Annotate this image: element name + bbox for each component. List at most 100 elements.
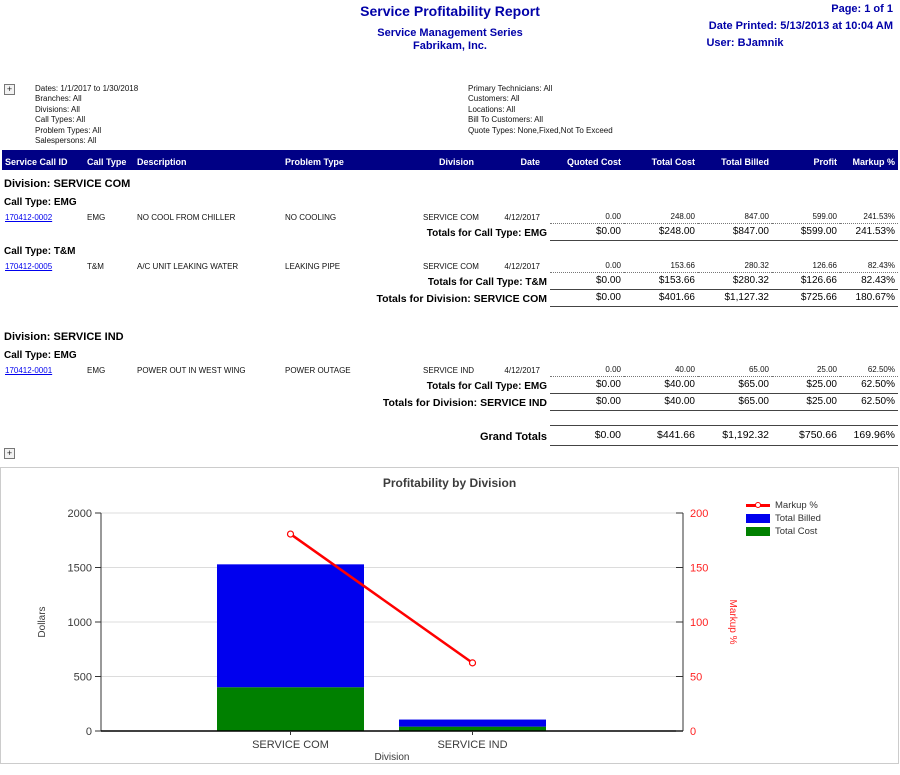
legend-marker xyxy=(746,514,770,523)
totals-label: Totals for Call Type: EMG xyxy=(426,380,547,392)
grand-totals-profit: $750.66 xyxy=(772,425,840,446)
legend-item-markup-: Markup % xyxy=(746,499,821,512)
legend-item-total-billed: Total Billed xyxy=(746,512,821,525)
filter-divisions: Divisions: All xyxy=(35,104,80,114)
filter-call-types: Call Types: All xyxy=(35,115,86,125)
filter-criteria-right: Primary Technicians: All Customers: All … xyxy=(468,84,613,136)
cell-profit: 25.00 xyxy=(772,363,840,377)
calltype-title: Call Type: EMG xyxy=(4,197,77,208)
grand-totals-row: Grand Totals $0.00 $441.66 $1,192.32 $75… xyxy=(2,425,898,446)
service-call-link[interactable]: 170412-0001 xyxy=(5,365,53,375)
cell-call-type: T&M xyxy=(87,261,104,271)
bar-total-cost-service-ind xyxy=(399,726,546,731)
cell-division: SERVICE COM xyxy=(423,212,479,222)
cell-problem-type: POWER OUTAGE xyxy=(285,365,351,375)
grand-totals-total-cost: $441.66 xyxy=(624,425,698,446)
cell-call-type: EMG xyxy=(87,365,106,375)
totals-markup: 82.43% xyxy=(840,272,898,290)
cell-total-billed: 280.32 xyxy=(698,259,772,273)
series-name: Service Management Series xyxy=(377,27,523,39)
totals-total-cost: $40.00 xyxy=(624,376,698,394)
chart-canvas: 0 500 1000 1500 2000 0 50 100 150 200 SERVICE COM S… xyxy=(37,508,738,761)
col-profit: Profit xyxy=(772,150,840,170)
grand-totals-markup: 169.96% xyxy=(840,425,898,446)
legend-marker xyxy=(746,527,770,536)
cell-markup: 62.50% xyxy=(840,363,898,377)
totals-total-billed: $280.32 xyxy=(698,272,772,290)
filter-quote-types: Quote Types: None,Fixed,Not To Exceed xyxy=(468,125,613,135)
expand-chart-icon[interactable]: + xyxy=(4,448,15,459)
spacer-row xyxy=(2,307,898,324)
cell-markup: 82.43% xyxy=(840,259,898,273)
division-title: Division: SERVICE COM xyxy=(4,178,131,190)
division-totals-row: Totals for Division: SERVICE IND $0.00 $… xyxy=(2,393,898,411)
cell-date: 4/12/2017 xyxy=(504,365,540,375)
y-axis-title: Dollars xyxy=(37,606,48,637)
cell-quoted-cost: 0.00 xyxy=(550,210,624,224)
user-name: User: BJamnik xyxy=(706,37,784,49)
filter-customers: Customers: All xyxy=(468,94,520,104)
chart-title: Profitability by Division xyxy=(382,476,517,490)
x-category-label: SERVICE COM xyxy=(252,739,329,751)
division-totals-total-billed: $65.00 xyxy=(698,393,772,411)
y2-tick-label: 150 xyxy=(690,563,708,575)
totals-total-billed: $847.00 xyxy=(698,223,772,241)
division-header: Division: SERVICE IND xyxy=(2,323,898,345)
division-header: Division: SERVICE COM xyxy=(2,170,898,192)
totals-markup: 62.50% xyxy=(840,376,898,394)
report-title: Service Profitability Report xyxy=(360,3,540,19)
cell-description: NO COOL FROM CHILLER xyxy=(137,212,236,222)
legend-marker xyxy=(746,501,770,510)
y2-tick-label: 200 xyxy=(690,508,708,520)
cell-problem-type: NO COOLING xyxy=(285,212,337,222)
division-totals-profit: $725.66 xyxy=(772,289,840,307)
col-description: Description xyxy=(134,150,282,170)
legend-label: Total Billed xyxy=(775,513,821,524)
y2-tick-label: 50 xyxy=(690,672,702,684)
calltype-totals-row: Totals for Call Type: T&M $0.00 $153.66 … xyxy=(2,272,898,290)
service-call-link[interactable]: 170412-0002 xyxy=(5,212,53,222)
col-problem-type: Problem Type xyxy=(282,150,420,170)
legend-label: Total Cost xyxy=(775,526,818,537)
cell-problem-type: LEAKING PIPE xyxy=(285,261,341,271)
totals-label: Totals for Call Type: EMG xyxy=(426,227,547,239)
cell-quoted-cost: 0.00 xyxy=(550,259,624,273)
division-totals-markup: 62.50% xyxy=(840,393,898,411)
division-title: Division: SERVICE IND xyxy=(4,331,124,343)
y2-tick-label: 100 xyxy=(690,617,708,629)
division-totals-markup: 180.67% xyxy=(840,289,898,307)
filter-bill-to-customers: Bill To Customers: All xyxy=(468,115,543,125)
totals-quoted-cost: $0.00 xyxy=(550,223,624,241)
col-call-type: Call Type xyxy=(84,150,134,170)
col-service-call-id: Service Call ID xyxy=(2,150,84,170)
col-division: Division xyxy=(420,150,494,170)
table-header-row: Service Call ID Call Type Description Pr… xyxy=(2,150,898,170)
division-totals-profit: $25.00 xyxy=(772,393,840,411)
filter-branches: Branches: All xyxy=(35,94,82,104)
y-tick-label: 1000 xyxy=(68,617,92,629)
grand-totals-total-billed: $1,192.32 xyxy=(698,425,772,446)
x-category-label: SERVICE IND xyxy=(437,739,507,751)
totals-total-billed: $65.00 xyxy=(698,376,772,394)
totals-label: Totals for Call Type: T&M xyxy=(427,276,547,288)
profitability-chart: Profitability by Division 0 500 1000 1500 20… xyxy=(0,467,899,764)
expand-criteria-icon[interactable]: + xyxy=(4,84,15,95)
totals-markup: 241.53% xyxy=(840,223,898,241)
filter-primary-technicians: Primary Technicians: All xyxy=(468,84,553,93)
totals-quoted-cost: $0.00 xyxy=(550,376,624,394)
service-call-link[interactable]: 170412-0005 xyxy=(5,261,53,271)
table-row: 170412-0005 T&M A/C UNIT LEAKING WATER L… xyxy=(2,259,898,273)
spacer-row xyxy=(2,411,898,426)
cell-division: SERVICE COM xyxy=(423,261,479,271)
y-tick-label: 1500 xyxy=(68,563,92,575)
division-totals-quoted-cost: $0.00 xyxy=(550,289,624,307)
page-number: Page: 1 of 1 xyxy=(831,3,893,15)
table-row: 170412-0001 EMG POWER OUT IN WEST WING P… xyxy=(2,363,898,377)
grand-totals-label: Grand Totals xyxy=(479,430,547,443)
totals-total-cost: $153.66 xyxy=(624,272,698,290)
cell-markup: 241.53% xyxy=(840,210,898,224)
cell-description: A/C UNIT LEAKING WATER xyxy=(137,261,239,271)
division-totals-label: Totals for Division: SERVICE IND xyxy=(382,396,547,409)
chart-legend: Markup % Total Billed Total Cost xyxy=(746,499,821,538)
table-row: 170412-0002 EMG NO COOL FROM CHILLER NO … xyxy=(2,210,898,224)
